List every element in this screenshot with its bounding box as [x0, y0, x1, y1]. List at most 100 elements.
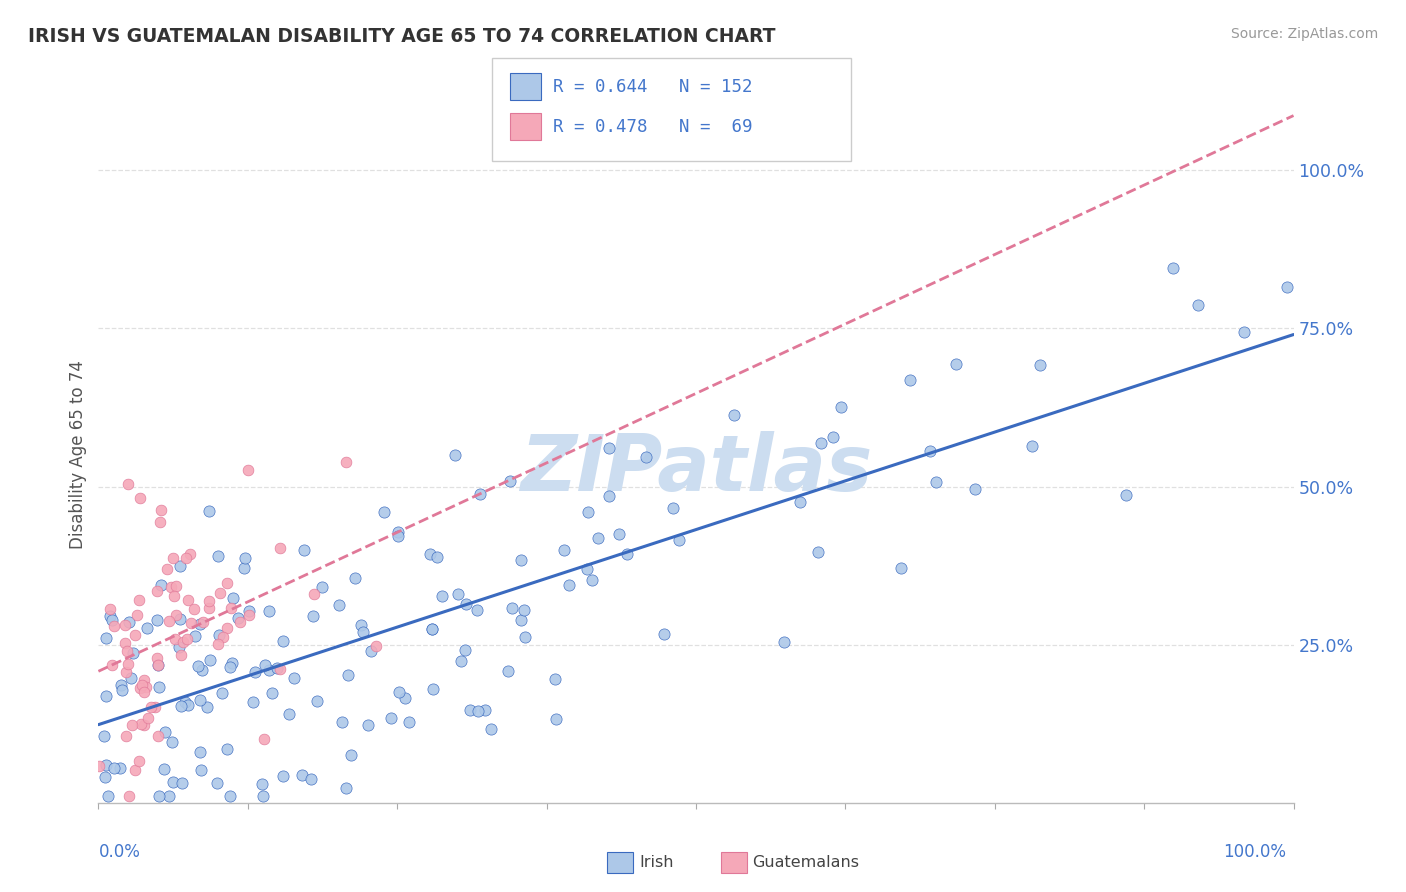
Point — [513, 630, 536, 644]
Point — [153, 762, 176, 776]
Point — [616, 547, 638, 561]
Point — [304, 587, 326, 601]
Point — [211, 686, 233, 700]
Point — [117, 657, 139, 671]
Point — [176, 551, 198, 566]
Point — [810, 436, 832, 450]
Point — [609, 527, 631, 541]
Point — [100, 658, 122, 673]
Point — [1275, 280, 1298, 294]
Point — [468, 487, 491, 501]
Point — [398, 715, 420, 730]
Point — [1029, 358, 1052, 372]
Point — [146, 651, 169, 665]
Point — [340, 748, 363, 763]
Point — [134, 685, 156, 699]
Point — [170, 648, 193, 662]
Point — [232, 561, 254, 575]
Point — [221, 601, 243, 615]
Point — [221, 591, 243, 605]
Point — [344, 571, 367, 585]
Point — [458, 703, 481, 717]
Point — [94, 689, 117, 703]
Point — [394, 690, 416, 705]
Point — [148, 789, 170, 804]
Point — [335, 781, 357, 796]
Point — [652, 627, 675, 641]
Point — [170, 699, 193, 714]
Point — [236, 463, 259, 477]
Point — [350, 617, 373, 632]
Point — [219, 659, 242, 673]
Point — [336, 668, 359, 682]
Point — [98, 609, 121, 624]
Point — [328, 598, 350, 612]
Text: Irish: Irish — [640, 855, 675, 870]
Point — [143, 699, 166, 714]
Point — [156, 562, 179, 576]
Text: ZIPatlas: ZIPatlas — [520, 431, 872, 507]
Point — [266, 661, 288, 675]
Point — [420, 623, 443, 637]
Point — [114, 729, 136, 743]
Point — [208, 628, 231, 642]
Point — [184, 629, 207, 643]
Text: 100.0%: 100.0% — [1223, 843, 1286, 861]
Point — [187, 659, 209, 673]
Point — [148, 680, 170, 694]
Point — [149, 577, 172, 591]
Point — [215, 741, 238, 756]
Point — [94, 770, 117, 784]
Point — [576, 505, 599, 519]
Point — [94, 758, 117, 772]
Point — [172, 635, 194, 649]
Point — [141, 699, 163, 714]
Point — [1187, 297, 1209, 311]
Point — [125, 607, 148, 622]
Point — [499, 474, 522, 488]
Point — [450, 654, 472, 668]
Point — [183, 602, 205, 616]
Point — [226, 611, 249, 625]
Point — [198, 600, 221, 615]
Point — [229, 615, 252, 629]
Point — [180, 616, 202, 631]
Point — [963, 483, 986, 497]
Point — [124, 764, 146, 778]
Point — [557, 577, 579, 591]
Point — [269, 541, 291, 555]
Point — [273, 633, 295, 648]
Point — [634, 450, 657, 465]
Point — [807, 544, 830, 558]
Point — [235, 551, 257, 566]
Point — [207, 637, 229, 651]
Point — [165, 579, 187, 593]
Point — [430, 590, 453, 604]
Point — [120, 671, 142, 685]
Point — [238, 607, 260, 622]
Point — [454, 597, 477, 611]
Point — [890, 560, 912, 574]
Point — [292, 543, 315, 558]
Point — [925, 475, 948, 490]
Point — [169, 612, 191, 626]
Point — [723, 409, 745, 423]
Point — [148, 729, 170, 743]
Point — [662, 500, 685, 515]
Point — [191, 663, 214, 677]
Point — [96, 631, 118, 645]
Point — [121, 717, 143, 731]
Point — [830, 400, 852, 414]
Point — [177, 698, 200, 712]
Point — [501, 601, 523, 615]
Point — [146, 657, 169, 672]
Point — [598, 489, 620, 503]
Point — [598, 442, 620, 456]
Point — [193, 615, 215, 629]
Y-axis label: Disability Age 65 to 74: Disability Age 65 to 74 — [69, 360, 87, 549]
Point — [387, 525, 409, 540]
Point — [179, 547, 201, 561]
Point — [207, 549, 229, 563]
Point — [98, 602, 121, 616]
Point — [278, 706, 301, 721]
